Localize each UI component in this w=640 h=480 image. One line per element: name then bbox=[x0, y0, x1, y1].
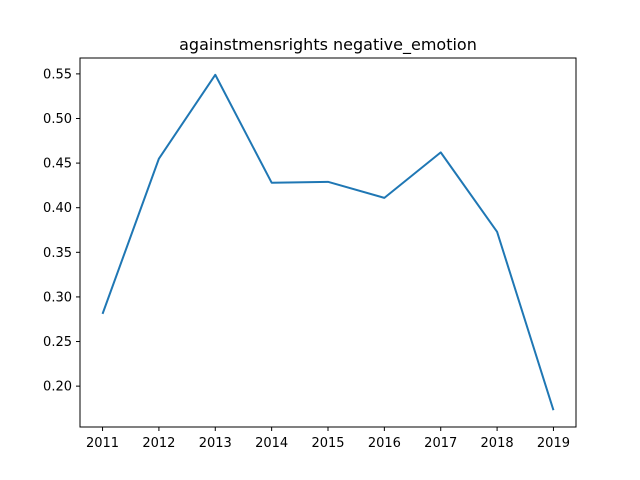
x-tick-label: 2011 bbox=[86, 436, 119, 451]
y-tick-label: 0.50 bbox=[43, 112, 72, 127]
chart-title: againstmensrights negative_emotion bbox=[179, 35, 477, 55]
series-layer bbox=[101, 73, 555, 411]
x-tick-label: 2012 bbox=[142, 436, 175, 451]
y-tick-label: 0.35 bbox=[43, 246, 72, 261]
series-line bbox=[101, 73, 555, 411]
x-tick-label: 2013 bbox=[199, 436, 232, 451]
y-tick-label: 0.40 bbox=[43, 201, 72, 216]
y-tick-label: 0.55 bbox=[43, 67, 72, 82]
x-tick-label: 2018 bbox=[481, 436, 514, 451]
x-tick-label: 2017 bbox=[424, 436, 457, 451]
x-axis-ticks: 2011 2012 2013 2014 2015 2016 2017 2018 2019 bbox=[86, 427, 570, 451]
x-tick-label: 2014 bbox=[255, 436, 288, 451]
y-tick-label: 0.45 bbox=[43, 157, 72, 172]
y-axis-ticks: 0.20 0.25 0.30 0.35 0.40 0.45 0.50 0.55 bbox=[43, 67, 80, 395]
axes-frame bbox=[79, 57, 577, 428]
y-tick-label: 0.20 bbox=[43, 380, 72, 395]
y-tick-label: 0.30 bbox=[43, 290, 72, 305]
y-tick-label: 0.25 bbox=[43, 335, 72, 350]
x-tick-label: 2016 bbox=[368, 436, 401, 451]
x-tick-label: 2015 bbox=[311, 436, 344, 451]
x-tick-label: 2019 bbox=[537, 436, 570, 451]
